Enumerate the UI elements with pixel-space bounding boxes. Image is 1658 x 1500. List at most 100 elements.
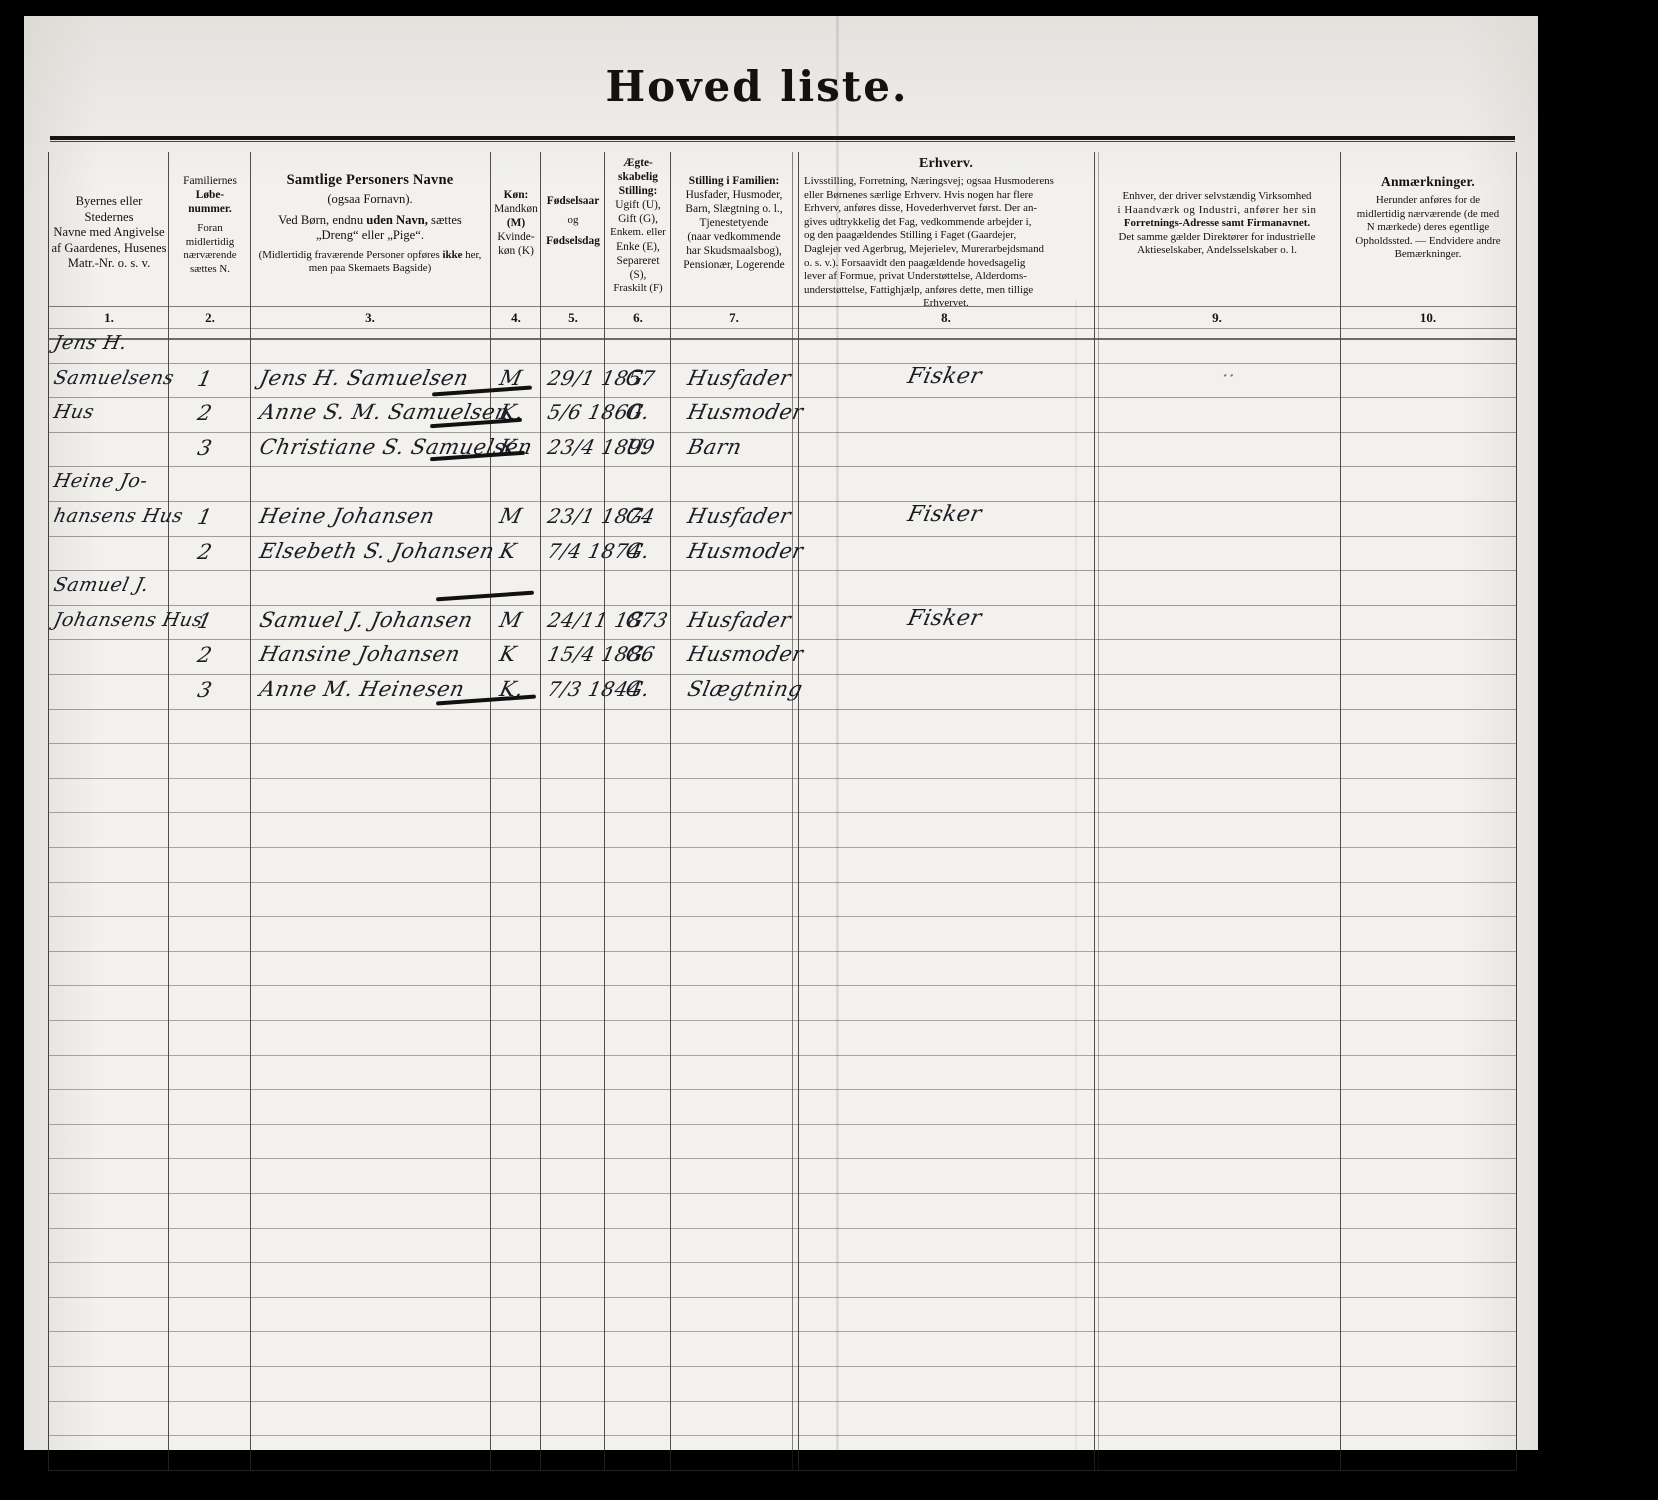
household-place-name: Johansens Hus	[51, 608, 206, 631]
person-family-position: Husfader	[685, 607, 794, 632]
table-row-divider	[48, 535, 1516, 537]
col-9-line-3: Forretnings-Adresse samt Firmanavnet.	[1123, 217, 1311, 230]
person-name: Samuel J. Johansen	[257, 607, 476, 632]
table-row-divider	[48, 1020, 1516, 1021]
col-8-line-1: Livsstilling, Forretning, Næringsvej; og…	[804, 175, 1054, 187]
person-family-position: Barn	[685, 434, 745, 459]
person-marital-status: G.	[623, 365, 653, 390]
col-7-line-1: Husfader, Husmoder,	[685, 189, 783, 201]
table-column-divider	[540, 152, 541, 1470]
col-6-title-3: Stilling:	[618, 185, 658, 197]
table-row-divider	[48, 639, 1516, 641]
col-7-heading: Stilling i Familien: Husfader, Husmoder,…	[672, 174, 796, 272]
col-2-sub-line-4: sættes N.	[190, 262, 230, 275]
table-column-divider	[604, 152, 605, 1470]
col-5-heading: Fødselsaar og Fødselsdag	[542, 194, 604, 248]
col-number-9: 9.	[1212, 310, 1222, 325]
person-birth-date: 24/11 1873	[545, 607, 671, 632]
col-7-line-6: Pensionær, Logerende	[683, 259, 785, 271]
table-row-divider	[48, 1469, 1516, 1471]
table-row-divider	[48, 1123, 1516, 1125]
census-form-paper	[24, 16, 1538, 1450]
col-8-line-4: gives udtrykkelig det Fag, vedkommende a…	[804, 215, 1032, 228]
table-column-divider	[1340, 152, 1341, 1470]
table-row-divider	[48, 777, 1516, 779]
col-5-line-3: Fødselsdag	[546, 234, 600, 247]
col-9-line-5: Aktieselskaber, Andelsselskaber o. l.	[1137, 244, 1297, 257]
col-10-heading: Anmærkninger. Herunder anføres for de mi…	[1342, 174, 1514, 262]
col-8-line-2: eller Børnenes særlige Erhverv. Hvis nog…	[804, 188, 1034, 201]
table-row-divider	[48, 1435, 1516, 1437]
table-column-divider	[1098, 152, 1099, 1470]
col-9-line-2: i Haandværk og Industri, anfører her sin	[1117, 203, 1317, 216]
col-8-title: Erhverv.	[918, 156, 974, 171]
col-3-note-2: men paa Skemaets Bagside)	[308, 262, 432, 275]
scan-seam	[836, 16, 839, 1450]
table-row-divider	[48, 306, 1516, 307]
col-10-title: Anmærkninger.	[1381, 174, 1475, 189]
table-row-divider	[48, 1089, 1516, 1091]
table-row-divider	[48, 1400, 1516, 1402]
col-8-line-5: og den paagældendes Stilling i Faget (Ga…	[804, 229, 1017, 242]
table-column-divider	[798, 152, 799, 1470]
table-row-divider	[48, 1262, 1516, 1264]
col-10-line-2: midlertidig nærværende (de med	[1356, 207, 1500, 220]
col-8-line-8: lever af Formue, privat Understøttelse, …	[804, 270, 1027, 283]
person-family-position: Husmoder	[685, 400, 806, 425]
col-4-line-4: køn (K)	[498, 245, 534, 257]
col-3-sub-1: (ogsaa Fornavn).	[327, 192, 413, 206]
table-row-divider	[48, 362, 1516, 364]
col-8-heading: Erhverv. Livsstilling, Forretning, Nærin…	[800, 156, 1092, 311]
table-row-divider	[48, 1158, 1516, 1160]
col-2-heading-line-1: Familiernes	[183, 175, 237, 187]
col-number-4: 4.	[511, 310, 521, 325]
table-row-divider	[48, 950, 1516, 952]
col-6-heading: Ægte- skabelig Stilling: Ugift (U), Gift…	[606, 156, 670, 295]
col-4-line-1: Mandkøn	[494, 203, 538, 215]
col-1-heading-line-4: Matr.-Nr. o. s. v.	[67, 256, 151, 270]
col-10-line-1: Herunder anføres for de	[1375, 194, 1481, 206]
person-occupation: Fisker	[905, 605, 985, 631]
col-8-line-10: Erhvervet.	[923, 297, 969, 310]
col-2-sub-line-3: nærværende	[183, 249, 237, 262]
household-place-name: hansens Hus	[51, 505, 186, 527]
col-10-line-3: N mærkede) deres egentlige	[1366, 221, 1490, 234]
col-7-line-4: (naar vedkommende	[687, 231, 781, 243]
col-6-title-1: Ægte-	[623, 157, 653, 169]
table-column-divider	[1516, 152, 1517, 1470]
table-row-divider	[48, 1193, 1516, 1194]
col-number-7: 7.	[729, 310, 739, 325]
page-title: Hoved liste.	[605, 62, 909, 111]
col-number-1: 1.	[104, 310, 114, 325]
col-8-line-6: Daglejer ved Agerbrug, Mejerielev, Murer…	[804, 242, 1045, 255]
col-number-6: 6.	[633, 310, 643, 325]
person-marital-status: G.	[623, 538, 653, 563]
person-name: Jens H. Samuelsen	[257, 365, 471, 390]
col-2-sub-line-1: Foran	[197, 222, 223, 234]
table-column-divider	[490, 152, 491, 1470]
person-name: Heine Johansen	[257, 504, 438, 528]
household-place-name: Samuelsens	[51, 366, 177, 389]
col-2-sub-line-2: midlertidig	[185, 235, 235, 248]
col-3-title: Samtlige Personers Navne	[286, 172, 454, 188]
table-row-divider	[48, 708, 1516, 710]
col-4-line-3: Kvinde-	[497, 231, 535, 243]
col-number-8: 8.	[941, 310, 951, 325]
col-number-3: 3.	[365, 310, 375, 325]
col-3-note-1-post: her,	[462, 248, 482, 261]
table-row-divider	[48, 1366, 1516, 1367]
col-1-heading: Byernes eller Stedernes Navne med Angive…	[50, 194, 168, 272]
col-7-line-2: Barn, Slægtning o. l.,	[685, 203, 783, 215]
col-6-line-1: Ugift (U),	[615, 199, 661, 211]
col-1-heading-line-3: af Gaardenes, Husenes	[51, 240, 167, 255]
col-4-line-2: (M)	[506, 217, 526, 229]
col-3-sub-3: „Dreng“ eller „Pige“.	[315, 228, 425, 242]
col-1-heading-line-2: Navne med Angivelse	[53, 225, 165, 239]
table-column-divider	[1094, 152, 1095, 1470]
col-3-sub-2-pre: Ved Børn, endnu	[278, 212, 367, 227]
table-column-divider	[48, 152, 49, 1470]
col-6-line-7: Fraskilt (F)	[613, 281, 663, 294]
table-column-divider	[792, 152, 793, 1470]
table-row-divider	[48, 501, 1516, 502]
